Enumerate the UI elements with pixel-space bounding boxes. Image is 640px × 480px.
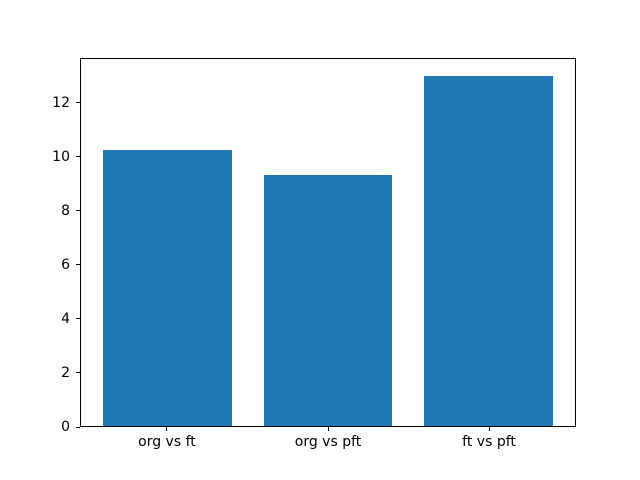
- y-tick-label: 10: [52, 148, 70, 165]
- y-tick-label: 8: [61, 202, 70, 219]
- y-tick-label: 6: [61, 256, 70, 273]
- x-tick-label: org vs pft: [294, 434, 362, 450]
- y-tick-mark: [76, 426, 80, 428]
- bar-org-vs-pft: [263, 174, 393, 426]
- bar-org-vs-ft: [103, 150, 232, 426]
- y-tick-mark: [76, 372, 80, 374]
- x-tick-mark: [327, 427, 329, 431]
- y-tick-label: 0: [61, 419, 70, 435]
- y-tick-mark: [76, 102, 80, 104]
- y-tick-label: 4: [61, 310, 70, 327]
- y-tick-mark: [76, 264, 80, 266]
- x-tick-mark: [166, 427, 168, 431]
- plot-area: [80, 58, 576, 427]
- y-tick-label: 2: [61, 364, 70, 381]
- bar-ft-vs-pft: [424, 76, 553, 426]
- y-tick-mark: [76, 210, 80, 212]
- x-tick-label: ft vs pft: [462, 434, 516, 450]
- y-tick-label: 12: [52, 94, 70, 111]
- x-tick-label: org vs ft: [138, 434, 196, 450]
- y-tick-mark: [76, 156, 80, 158]
- y-tick-mark: [76, 318, 80, 320]
- x-tick-mark: [488, 427, 490, 431]
